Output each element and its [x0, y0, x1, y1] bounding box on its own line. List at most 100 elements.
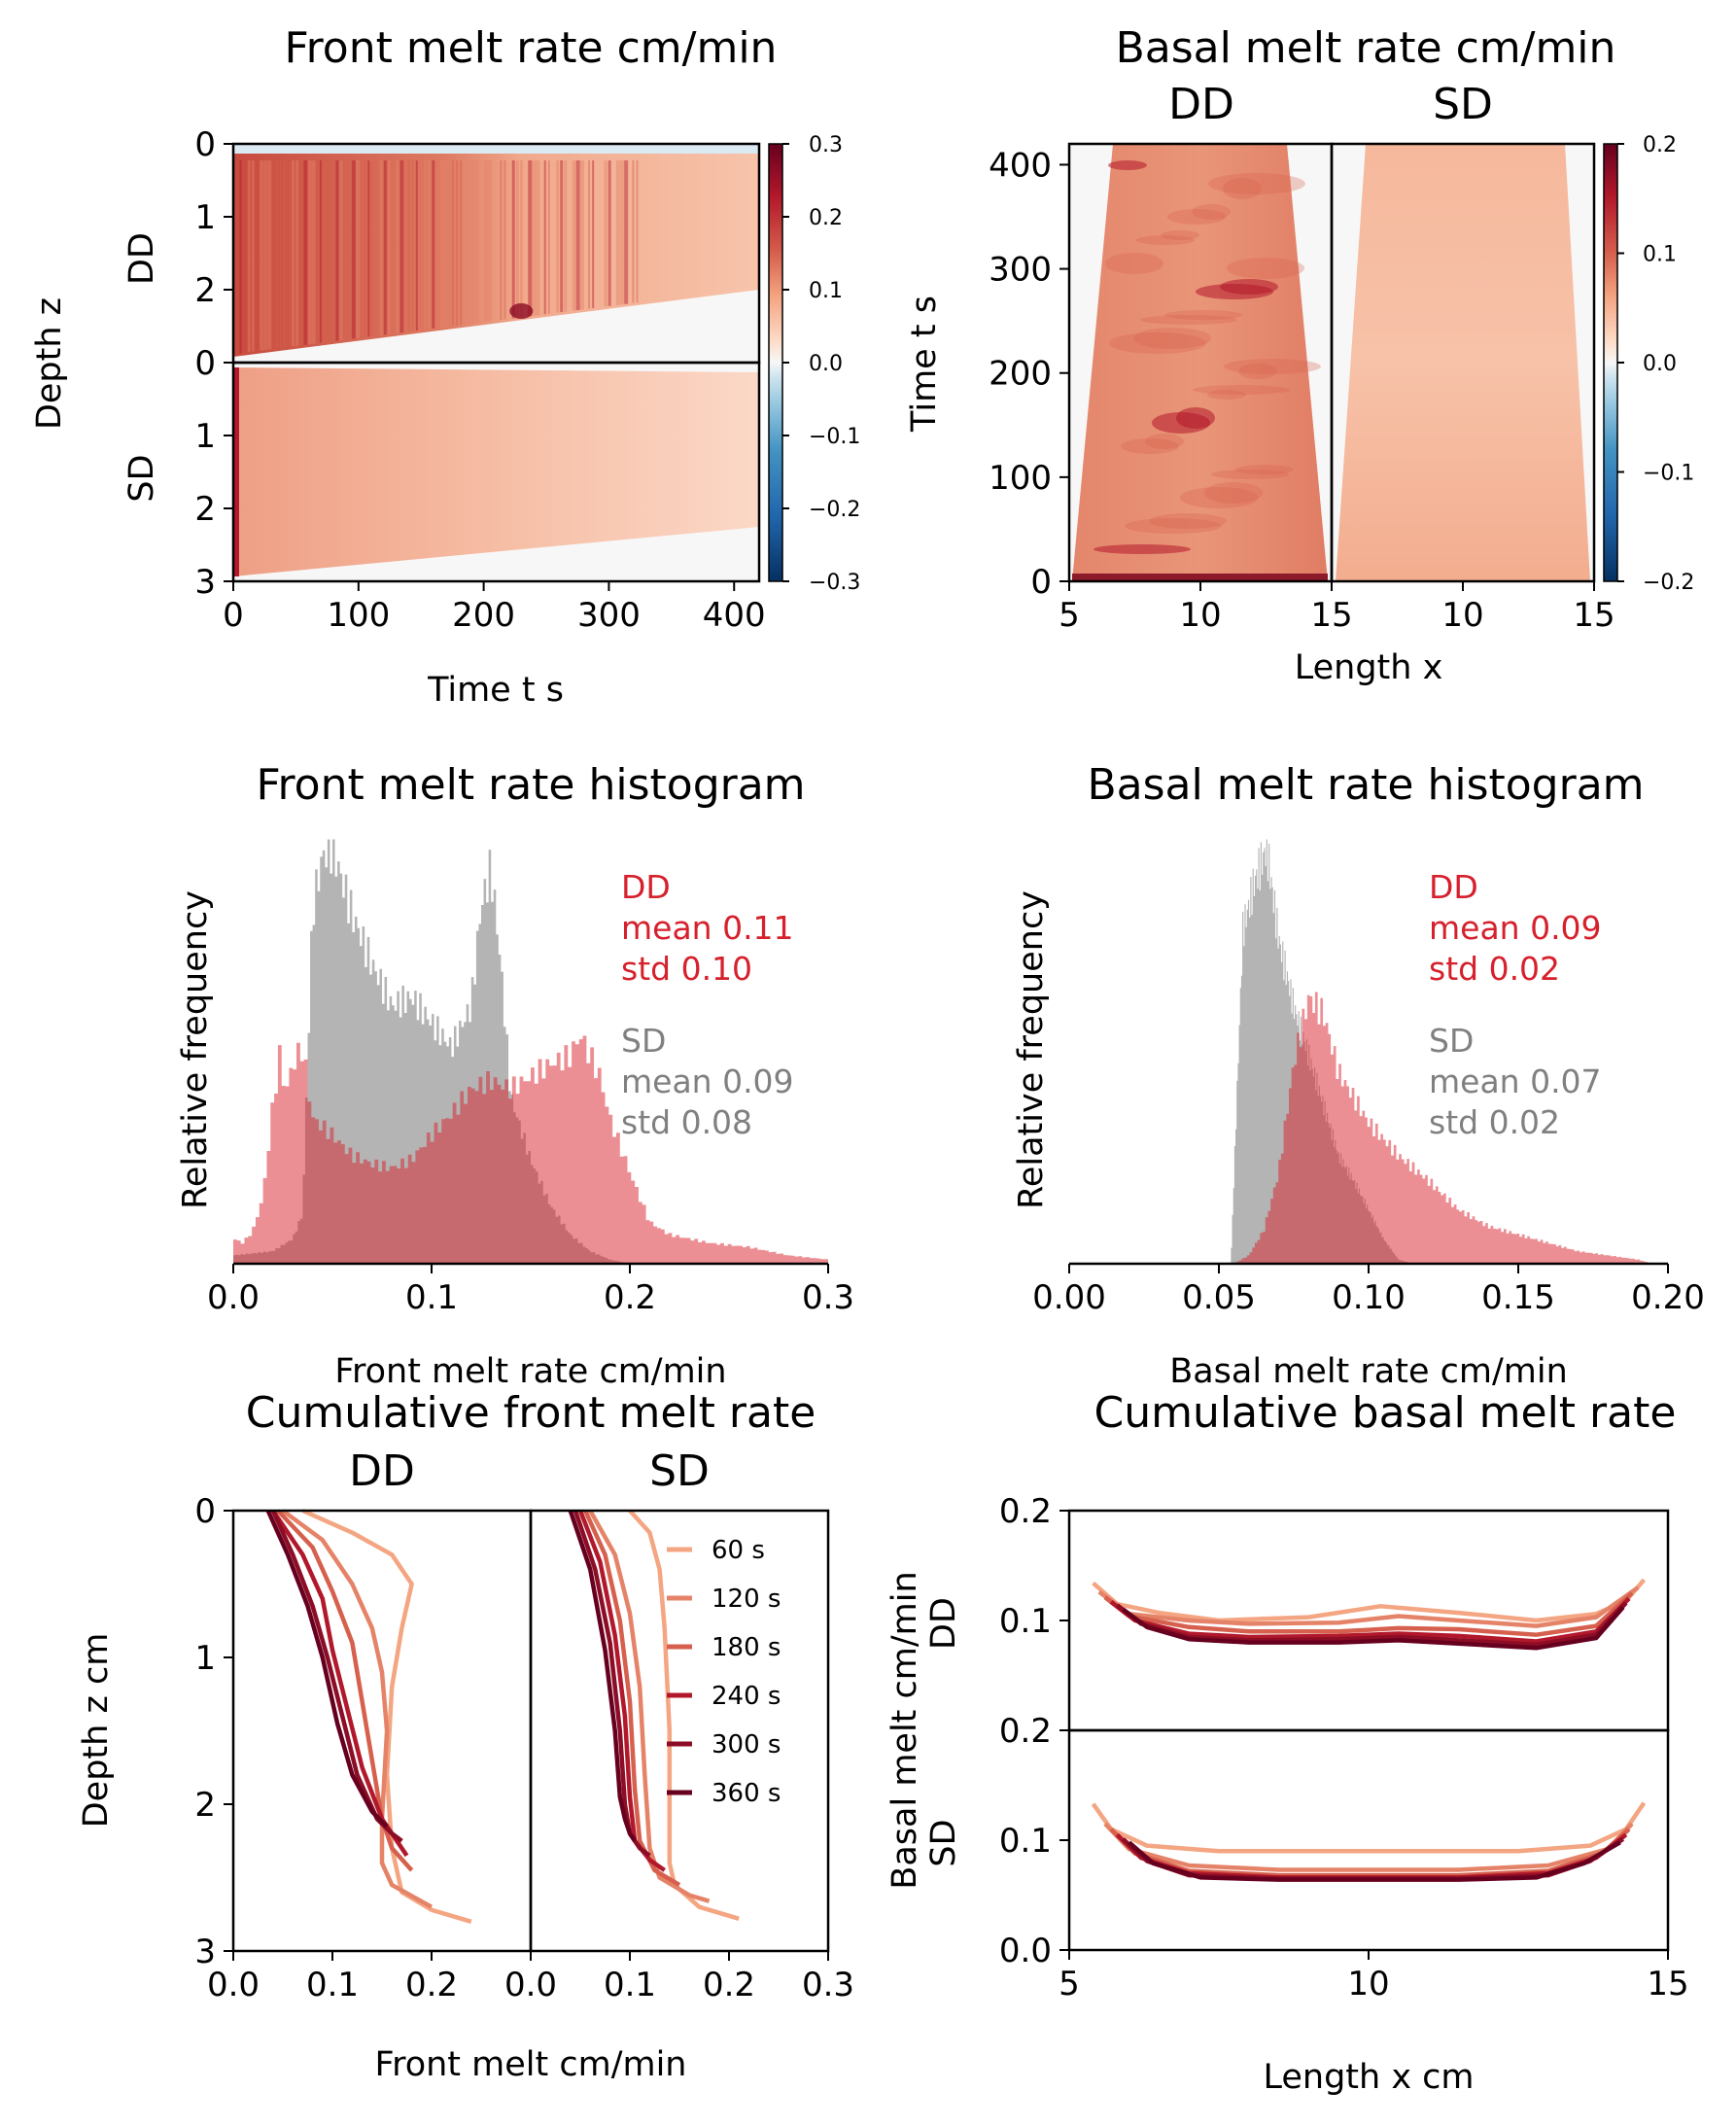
- front-map-dd-streak: [503, 160, 506, 320]
- basal-hist-sd-mean: mean 0.07: [1429, 1062, 1602, 1100]
- front-map-title: Front melt rate cm/min: [285, 23, 778, 73]
- front-cum-legend-label: 180 s: [712, 1633, 781, 1662]
- basal-map-panel-sd: SD: [1433, 80, 1493, 129]
- front-map-dd-streak: [556, 160, 560, 313]
- front-map-dd-streak: [367, 160, 370, 337]
- front-map-ylabel-text: Depth z: [30, 297, 69, 430]
- basal-map-dd-blob: [1207, 390, 1246, 400]
- front-cum-dd-xtick-label: 0.1: [306, 1966, 359, 2004]
- basal-cum-line-dd: [1103, 1591, 1634, 1637]
- front-hist-stats-dd: DD mean 0.11 std 0.10: [621, 868, 794, 988]
- basal-cum-line-sd: [1103, 1822, 1634, 1872]
- front-hist-ylabel: Relative frequency: [176, 890, 215, 1209]
- basal-map-sd-xtick-label: 10: [1441, 596, 1483, 635]
- basal-hist-xtick-label: 0.10: [1332, 1278, 1406, 1317]
- front-map-dd-streak: [604, 160, 608, 307]
- front-map-dd-streak: [475, 160, 479, 324]
- front-map-dd-ytick-label: 1: [194, 198, 216, 237]
- basal-map-ytick-label: 0: [1030, 563, 1052, 602]
- front-map-colorbar: [768, 143, 783, 582]
- front-cum-dd-frame: [231, 1509, 533, 1953]
- front-map-dd-field: [233, 148, 759, 357]
- basal-map-colorbar: [1603, 143, 1618, 582]
- front-cum-legend-label: 120 s: [712, 1585, 781, 1614]
- front-map-dd-streak: [515, 160, 519, 318]
- front-map-ticks: 0 100 200 300 400 0 1 2 0 1 2 3: [194, 125, 765, 635]
- front-hist-xtick-label: 0.0: [207, 1278, 260, 1317]
- basal-map-ylabel: Time t s: [905, 296, 944, 433]
- front-hist-xtick-label: 0.1: [405, 1278, 458, 1317]
- front-map-dd-streak: [383, 160, 387, 335]
- basal-map-dd-blob: [1223, 178, 1262, 199]
- front-cb-tick-label: 0.0: [809, 352, 843, 376]
- basal-map-ylabel-text: Time t s: [905, 296, 944, 433]
- front-map-dd-streak: [624, 160, 629, 304]
- front-hist-dd-std: std 0.10: [621, 950, 752, 988]
- basal-hist-xtick-label: 0.00: [1032, 1278, 1106, 1317]
- front-map-dd-streak: [303, 160, 308, 345]
- front-map-dd-streak: [355, 160, 360, 338]
- front-hist-sd-name: SD: [621, 1022, 666, 1060]
- basal-cumulative: 5 10 15 0.2 0.1 0.2 0.1 0.0 DD SD Basal melt cm…: [885, 1492, 1689, 2097]
- basal-map-dd-blob: [1220, 279, 1278, 295]
- basal-cum-lines: [1091, 1578, 1647, 1882]
- front-map-dd-streak: [432, 160, 435, 329]
- front-map-dd-streak: [468, 160, 471, 325]
- front-cb-tick-label: 0.2: [809, 206, 843, 230]
- basal-hist-stats-dd: DD mean 0.09 std 0.02: [1429, 868, 1602, 988]
- basal-hist-dd-std: std 0.02: [1429, 950, 1560, 988]
- front-map-dd-streak: [579, 160, 584, 310]
- basal-map-dd-xtick-label: 10: [1179, 596, 1221, 635]
- front-hist-sd-mean: mean 0.09: [621, 1062, 794, 1100]
- basal-map-dd-blob: [1136, 235, 1195, 245]
- front-cum-ytick-label: 0: [194, 1492, 216, 1531]
- front-cum-sd-xtick-label: 0.2: [703, 1966, 755, 2004]
- basal-map-dd-blob: [1094, 544, 1191, 554]
- front-map-dd-streak: [324, 160, 327, 343]
- front-map-dd-streak: [560, 160, 564, 313]
- front-map-dd-streak: [335, 160, 339, 341]
- basal-map-sd-xtick-label: 15: [1573, 596, 1614, 635]
- front-map-dd-streak: [528, 160, 533, 317]
- front-map-dd-streak: [399, 160, 404, 333]
- front-map-dd-streak: [307, 160, 312, 345]
- front-hist-title: Front melt rate histogram: [256, 760, 805, 810]
- basal-map-dd-blob: [1164, 310, 1242, 320]
- basal-map-dd-blob: [1238, 364, 1277, 379]
- front-cb-tick-label: −0.2: [809, 498, 860, 522]
- basal-cum-xlabel: Length x cm: [1263, 2058, 1474, 2097]
- front-map-dd-streak: [483, 160, 488, 323]
- front-hist: 0.0 0.1 0.2 0.3 Relative frequency Front me…: [176, 839, 854, 1391]
- front-map-xtick-label: 0: [223, 596, 244, 635]
- basal-map-dd-blob: [1204, 482, 1263, 504]
- basal-map-ytick-label: 400: [989, 146, 1052, 185]
- front-map-dd-streak: [328, 160, 330, 342]
- basal-map-dd-blob: [1167, 209, 1226, 225]
- front-cb-tick-label: −0.3: [809, 571, 860, 595]
- front-map-dd-streak: [536, 160, 540, 316]
- front-map-dd-streak: [267, 160, 272, 350]
- basal-cum-dd-ytick-label: 0.2: [999, 1492, 1052, 1531]
- basal-hist-dd-name: DD: [1429, 868, 1478, 906]
- front-map-dd-streak: [364, 160, 366, 337]
- front-map-xtick-label: 100: [327, 596, 390, 635]
- front-hist-stats-sd: SD mean 0.09 std 0.08: [621, 1022, 794, 1141]
- front-map-dd-streak: [564, 160, 568, 312]
- front-map-dd-streak: [588, 160, 591, 309]
- front-map-dd-streaks: [239, 160, 639, 354]
- basal-map-dd-blob: [1145, 434, 1184, 449]
- basal-hist-xtick-label: 0.20: [1631, 1278, 1705, 1317]
- front-cum-sd-xtick-label: 0.0: [504, 1966, 557, 2004]
- basal-melt-map: 5 10 15 10 15 0 100 200 300 400 DD SD Time t s Le…: [905, 80, 1694, 687]
- basal-map-dd-base: [1072, 574, 1328, 581]
- front-cum-title: Cumulative front melt rate: [246, 1388, 816, 1438]
- basal-map-sd-field: [1336, 144, 1590, 581]
- front-hist-dd-name: DD: [621, 868, 671, 906]
- front-cum-sd-xtick-label: 0.1: [604, 1966, 656, 2004]
- front-cum-line-dd: [276, 1509, 414, 1872]
- basal-hist: 0.00 0.05 0.10 0.15 0.20 Relative frequency …: [1012, 839, 1705, 1391]
- basal-hist-stats-sd: SD mean 0.07 std 0.02: [1429, 1022, 1602, 1141]
- front-map-dd-streak: [608, 160, 611, 306]
- front-cum-line-sd: [588, 1509, 711, 1903]
- basal-cum-line-dd: [1097, 1585, 1640, 1628]
